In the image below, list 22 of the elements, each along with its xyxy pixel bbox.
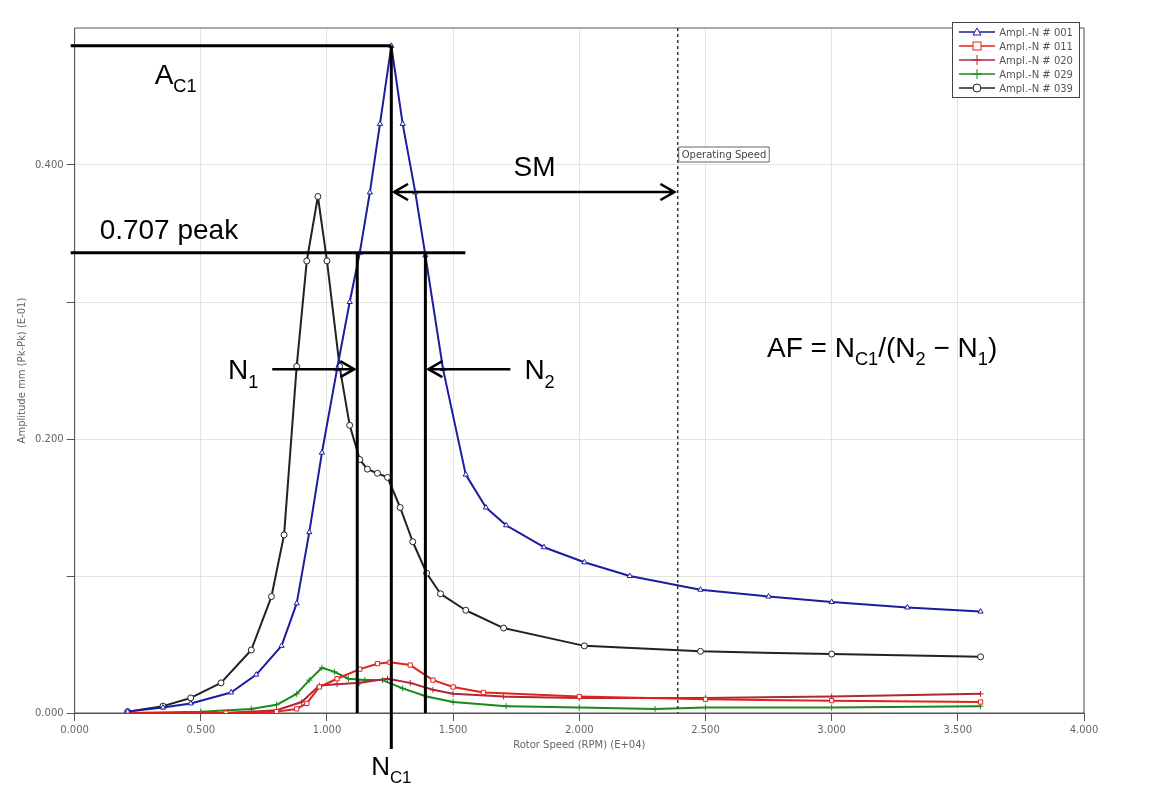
y-tick-label: 0.200	[34, 432, 64, 444]
x-tick-label: 0.500	[186, 723, 216, 735]
x-tick-label: 1.000	[312, 723, 342, 735]
legend-label: Ampl.-N # 029	[999, 68, 1073, 80]
legend-label: Ampl.-N # 011	[999, 40, 1073, 52]
annotation: SM	[513, 151, 556, 183]
x-tick-label: 1.500	[438, 723, 468, 735]
ref-line-label: 0.707 peak	[99, 213, 240, 245]
x-tick-label: 2.000	[564, 723, 594, 735]
x-tick-label: 0.000	[60, 723, 89, 735]
x-tick-label: 4.000	[1069, 723, 1099, 735]
x-axis-title: Rotor Speed (RPM) (E+04)	[513, 738, 646, 750]
y-axis-title: Amplitude mm (Pk-Pk) (E-01)	[15, 297, 27, 444]
legend-label: Ampl.-N # 039	[999, 82, 1073, 94]
y-tick-label: 0.000	[34, 706, 64, 718]
legend-label: Ampl.-N # 020	[999, 54, 1073, 66]
ref-line-label: Operating Speed	[681, 149, 767, 160]
x-tick-label: 3.500	[943, 723, 973, 735]
x-tick-label: 3.000	[817, 723, 846, 735]
y-tick-label: 0.400	[34, 158, 64, 170]
x-tick-label: 2.500	[691, 723, 720, 735]
legend-label: Ampl.-N # 001	[999, 26, 1073, 38]
